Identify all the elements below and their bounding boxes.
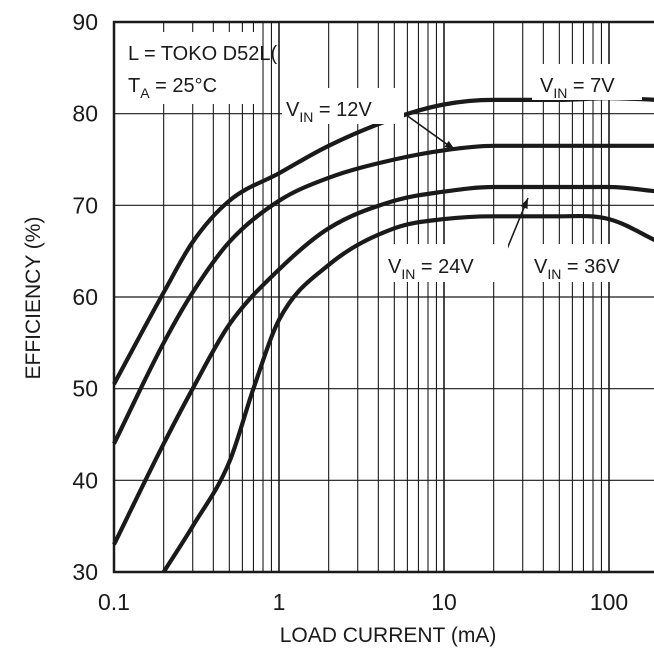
y-tick-label: 60 (72, 284, 98, 310)
leader-line-24v-arrowhead (520, 198, 528, 209)
leader-line-12v-arrowhead (444, 140, 455, 150)
y-tick-label: 40 (72, 467, 98, 493)
axis-frame (112, 20, 654, 574)
series-label-7v: VIN = 7V (540, 75, 615, 101)
y-tick-label: 30 (72, 559, 98, 585)
series-line-12v (112, 143, 654, 445)
inductor-note: L = TOKO D52L( (128, 43, 277, 65)
series-line-24v (112, 184, 654, 546)
x-tick-label: 100 (590, 589, 628, 615)
temperature-note: TA = 25°C (128, 75, 217, 101)
y-tick-label: 70 (72, 192, 98, 218)
x-tick-label: 0.1 (98, 589, 130, 615)
y-tick-label: 80 (72, 101, 98, 127)
y-axis-title: EFFICIENCY (%) (22, 217, 45, 380)
label-bg-12v (282, 88, 404, 124)
y-tick-label: 90 (72, 9, 98, 35)
series-label-12v: VIN = 12V (286, 99, 372, 125)
series-label-36v: VIN = 36V (534, 256, 620, 282)
label-bg-36v (530, 244, 648, 282)
series-line-36v (161, 213, 654, 574)
chart-annotations: L = TOKO D52L( TA = 25°C (124, 32, 277, 104)
label-bg-24v (384, 244, 508, 282)
series-labels: VIN = 7V VIN = 12V VIN = 24V VIN = 36V (282, 64, 648, 282)
x-tick-label: 1 (273, 589, 286, 615)
leader-line-12v (401, 111, 456, 151)
series-label-24v: VIN = 24V (388, 256, 474, 282)
y-tick-label: 50 (72, 376, 98, 402)
label-bg-7v (532, 64, 642, 100)
plot-frame (112, 20, 654, 574)
tick-labels: 0.1 1 10 100 30 40 50 60 70 80 90 (72, 9, 628, 615)
grid-lines (114, 22, 654, 572)
x-axis-title: LOAD CURRENT (mA) (280, 624, 497, 647)
annotation-bg (124, 32, 260, 104)
x-tick-label: 10 (431, 589, 457, 615)
